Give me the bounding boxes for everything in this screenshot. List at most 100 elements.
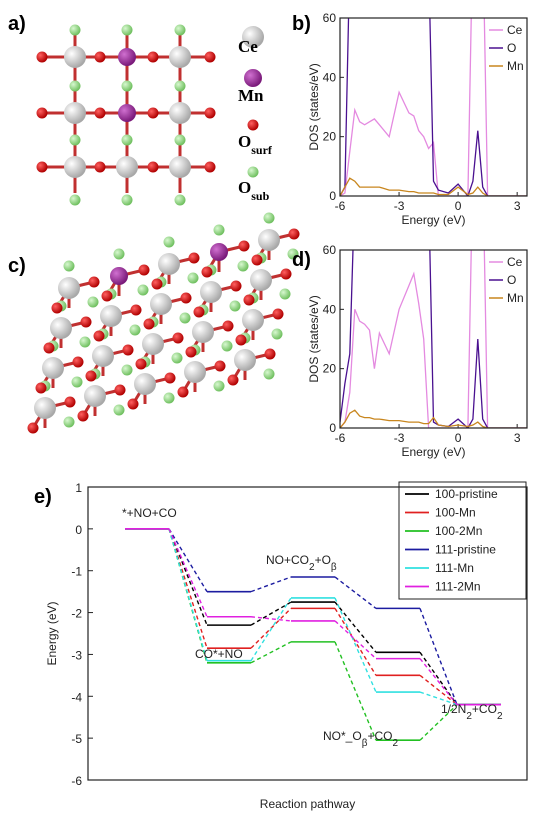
atom-legend-label: Osub	[238, 178, 270, 203]
state-label: *+NO+CO	[122, 506, 177, 520]
atom	[222, 320, 234, 332]
text-part: NO*_O	[323, 729, 362, 743]
legend-label: 100-pristine	[435, 487, 498, 501]
atom	[147, 107, 159, 119]
plot-frame	[339, 17, 528, 197]
atom	[171, 352, 183, 364]
atom	[69, 24, 81, 36]
atom	[64, 102, 86, 124]
atom	[69, 194, 81, 206]
atom	[188, 252, 200, 264]
atom	[251, 254, 263, 266]
state-label: NO*_Oβ+CO2	[323, 729, 398, 749]
text-part: *+NO+CO	[122, 506, 177, 520]
atom	[64, 156, 86, 178]
text-part: β	[331, 562, 337, 573]
atom	[250, 269, 272, 291]
series-line	[340, 409, 527, 428]
atom	[137, 284, 149, 296]
atom	[179, 312, 191, 324]
atom	[127, 398, 139, 410]
x-tick-label: 3	[514, 199, 521, 213]
energy-connector	[250, 597, 292, 662]
x-tick-label: -3	[394, 431, 405, 445]
x-axis-label: Reaction pathway	[260, 797, 355, 811]
energy-connector	[168, 528, 208, 593]
atom	[158, 253, 180, 275]
atom	[147, 161, 159, 173]
atom	[264, 348, 276, 360]
y-tick-label: -2	[71, 607, 82, 621]
panel-label: a)	[8, 13, 26, 35]
atom	[193, 306, 205, 318]
atom	[113, 248, 125, 260]
atom	[184, 361, 206, 383]
atom	[244, 69, 262, 87]
atom	[110, 267, 128, 285]
x-tick-label: -6	[335, 199, 346, 213]
atom	[279, 288, 291, 300]
atom	[42, 357, 64, 379]
atom	[200, 281, 222, 303]
energy-connector	[250, 601, 292, 626]
atom	[174, 194, 186, 206]
energy-connector	[419, 704, 458, 741]
atom	[64, 46, 86, 68]
legend-label: Mn	[507, 59, 524, 73]
atom	[121, 24, 133, 36]
y-tick-label: 60	[323, 11, 337, 25]
text-part: β	[362, 738, 368, 749]
energy-connector	[334, 601, 377, 653]
atom	[130, 304, 142, 316]
panel-label: c)	[8, 255, 26, 277]
legend-label: Ce	[507, 255, 523, 269]
atom	[172, 332, 184, 344]
atom	[204, 107, 216, 119]
y-tick-label: 40	[323, 70, 337, 84]
text-part: surf	[251, 143, 273, 157]
text-part: O	[238, 178, 251, 197]
atom	[92, 345, 114, 367]
atom-legend-label: Ce	[238, 37, 258, 56]
atom	[50, 317, 72, 339]
text-part: O	[238, 132, 251, 151]
atom	[163, 392, 175, 404]
atom	[287, 248, 299, 260]
energy-connector	[334, 620, 377, 660]
atom	[121, 80, 133, 92]
energy-connector	[168, 528, 208, 663]
atom	[235, 334, 247, 346]
y-tick-label: 0	[329, 189, 336, 203]
atom	[72, 356, 84, 368]
legend-label: Mn	[507, 291, 524, 305]
atom	[138, 264, 150, 276]
atom	[192, 321, 214, 343]
legend-label: 111-2Mn	[435, 580, 481, 594]
atom	[174, 24, 186, 36]
atom	[177, 386, 189, 398]
structure-c	[27, 212, 300, 434]
atom	[77, 410, 89, 422]
plot-frame	[339, 249, 528, 429]
atom	[122, 344, 134, 356]
legend-label: O	[507, 41, 516, 55]
text-part: 2	[309, 562, 315, 573]
legend-label: O	[507, 273, 516, 287]
atom	[134, 373, 156, 395]
atom	[80, 316, 92, 328]
panel-label: e)	[34, 486, 52, 508]
energy-connector	[250, 641, 292, 664]
text-part: 2	[466, 711, 472, 722]
atom	[118, 48, 136, 66]
text-part: CO*+NO	[195, 647, 243, 661]
atom	[213, 224, 225, 236]
atom	[163, 236, 175, 248]
y-tick-label: 0	[329, 421, 336, 435]
atom	[174, 80, 186, 92]
energy-connector	[168, 528, 208, 618]
atom	[242, 309, 264, 331]
atom	[214, 360, 226, 372]
x-tick-label: 0	[455, 431, 462, 445]
atom	[35, 382, 47, 394]
